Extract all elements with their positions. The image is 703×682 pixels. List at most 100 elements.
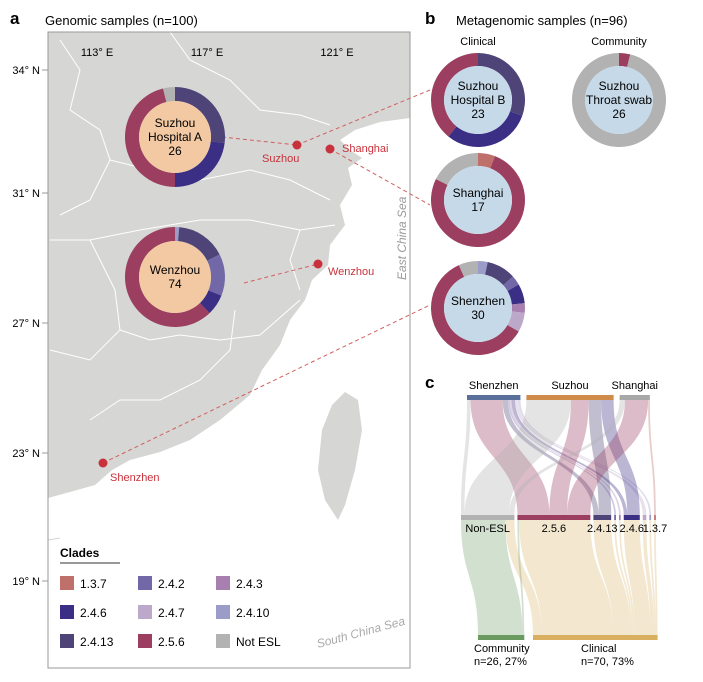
donut-label: Throat swab xyxy=(586,93,652,107)
sankey-label-shenzhen: Shenzhen xyxy=(469,380,519,392)
city-dot-wenzhou xyxy=(313,259,323,269)
sankey-link xyxy=(517,520,525,635)
lat-tick-19: 19° N xyxy=(12,576,40,588)
panel-b-title: Metagenomic samples (n=96) xyxy=(456,13,628,28)
connector-lines xyxy=(102,89,431,464)
legend-label-2-4-10: 2.4.10 xyxy=(236,606,270,620)
sankey-clade-label: 1.3.7 xyxy=(643,523,667,535)
donut-label: Suzhou xyxy=(155,116,196,130)
donut-slice xyxy=(478,261,488,275)
donut-label: Hospital A xyxy=(148,130,202,144)
sankey-link xyxy=(588,400,612,515)
donut-label: Hospital B xyxy=(451,93,506,107)
donut-slice xyxy=(430,265,519,355)
panel-b-letter: b xyxy=(425,9,435,28)
map-frame xyxy=(47,31,411,669)
sankey-link xyxy=(464,400,571,515)
sankey-label-clinical: Clinical xyxy=(581,643,616,655)
sankey-link xyxy=(648,400,656,515)
sankey-link xyxy=(642,520,655,635)
taiwan xyxy=(318,392,362,520)
column-clinical: Clinical xyxy=(460,36,495,48)
hainan-coast xyxy=(48,537,61,541)
sankey-link xyxy=(518,400,652,515)
sankey-link xyxy=(470,400,550,515)
sankey-link xyxy=(614,520,633,635)
donut-slice xyxy=(124,88,175,187)
donut-center xyxy=(444,274,512,342)
sankey-sub-community: n=26, 27% xyxy=(474,656,527,668)
donut-center xyxy=(139,241,211,313)
sankey-node-community xyxy=(478,635,525,640)
donut-slice xyxy=(507,311,525,332)
legend-title: Clades xyxy=(60,546,100,560)
donut-count: 74 xyxy=(168,277,182,291)
east-china-sea-label: East China Sea xyxy=(395,196,409,280)
panel-a-title: Genomic samples (n=100) xyxy=(45,13,198,28)
sankey-link xyxy=(623,520,651,635)
legend-label-2-4-2: 2.4.2 xyxy=(158,577,185,591)
donut-count: 23 xyxy=(471,107,485,121)
legend-swatch-2-4-7 xyxy=(138,605,152,619)
donut-label: Suzhou xyxy=(599,79,640,93)
donut-slice xyxy=(163,87,175,103)
clade-legend: Clades 1.3.7 2.4.2 2.4.3 2.4.6 2.4.7 2.4.10 2.… xyxy=(60,546,281,649)
donut-label: Shenzhen xyxy=(451,294,505,308)
sankey-clade-label: 2.5.6 xyxy=(542,523,566,535)
donut-center xyxy=(444,66,512,134)
sankey-link xyxy=(509,400,625,515)
legend-swatch-2-4-13 xyxy=(60,634,74,648)
donut-slice xyxy=(175,141,225,187)
lat-tick-23: 23° N xyxy=(12,448,40,460)
legend-swatch-2-4-10 xyxy=(216,605,230,619)
sankey-node-clade xyxy=(649,515,652,520)
donut-slice xyxy=(175,87,225,144)
sankey-link xyxy=(502,400,599,515)
donut-slice xyxy=(511,303,525,313)
sankey-label-suzhou: Suzhou xyxy=(551,380,588,392)
city-label-suzhou: Suzhou xyxy=(262,153,299,165)
sankey-link xyxy=(601,400,640,515)
sankey-label-shanghai: Shanghai xyxy=(612,380,659,392)
sankey-node-clade xyxy=(618,515,621,520)
donut-label: Wenzhou xyxy=(150,263,200,277)
city-label-wenzhou: Wenzhou xyxy=(328,266,374,278)
sankey-sub-clinical: n=70, 73% xyxy=(581,656,634,668)
sankey-clade-label: 2.4.6 xyxy=(620,523,644,535)
sankey-link xyxy=(567,400,649,515)
sankey-link xyxy=(618,520,635,635)
sankey-link xyxy=(654,520,658,635)
donut-count: 26 xyxy=(168,144,182,158)
sankey-node-clade xyxy=(517,515,591,520)
legend-label-Not-ESL: Not ESL xyxy=(236,635,281,649)
sankey-link xyxy=(511,400,628,515)
sankey-node-clade xyxy=(654,515,656,520)
sankey-node-shanghai xyxy=(619,395,650,400)
donut-slice xyxy=(448,111,523,148)
sankey-link xyxy=(515,400,647,515)
lon-tick-117: 117° E xyxy=(191,47,223,59)
sankey-node-clinical xyxy=(533,635,658,640)
donut-slice xyxy=(207,254,225,296)
legend-label-2-4-7: 2.4.7 xyxy=(158,606,185,620)
donut-count: 17 xyxy=(471,200,485,214)
column-community: Community xyxy=(591,36,647,48)
sankey-link xyxy=(519,520,614,635)
legend-swatch-2-4-6 xyxy=(60,605,74,619)
donut-slice xyxy=(458,261,478,277)
sankey-link xyxy=(593,520,631,635)
lon-tick-121: 121° E xyxy=(320,47,353,59)
sankey-node-clade xyxy=(623,515,640,520)
legend-swatch-2-4-3 xyxy=(216,576,230,590)
legend-swatch-2-5-6 xyxy=(138,634,152,648)
donut-slice xyxy=(507,284,525,305)
sankey-link xyxy=(507,400,616,515)
sankey-clade-label: 2.4.13 xyxy=(587,523,618,535)
lon-tick-113: 113° E xyxy=(81,47,113,59)
donut-slice xyxy=(430,53,478,137)
